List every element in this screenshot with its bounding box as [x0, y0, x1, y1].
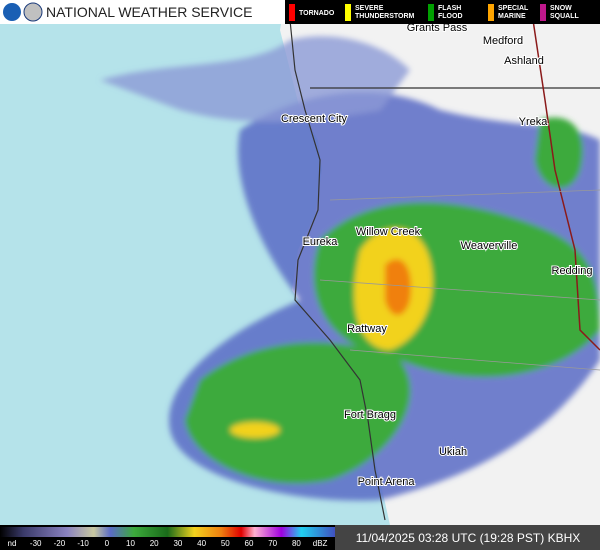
place-label: Point Arena	[358, 476, 416, 488]
warning-swatch	[289, 4, 295, 21]
scale-label: 10	[126, 539, 135, 548]
warning-label: TORNADO	[299, 10, 335, 17]
warning-swatch	[488, 4, 494, 21]
warning-legend	[285, 0, 600, 24]
scale-label: dBZ	[313, 539, 328, 548]
scale-label: 40	[197, 539, 206, 548]
radar-echoes	[100, 36, 600, 501]
place-label: Ashland	[504, 55, 544, 67]
warning-label: SPECIAL	[498, 5, 529, 12]
warning-swatch	[428, 4, 434, 21]
warning-label: THUNDERSTORM	[355, 13, 415, 20]
scale-label: 70	[268, 539, 277, 548]
warning-label: SNOW	[550, 5, 572, 12]
place-label: Crescent City	[281, 113, 348, 125]
scale-label: -20	[54, 539, 66, 548]
scale-label: 50	[221, 539, 230, 548]
dbz-scale	[0, 527, 335, 537]
scale-label: 80	[292, 539, 301, 548]
place-label: Willow Creek	[356, 226, 421, 238]
place-label: Medford	[483, 35, 523, 47]
warning-label: SQUALL	[550, 13, 580, 20]
scale-label: 60	[245, 539, 254, 548]
scale-label: nd	[8, 539, 17, 548]
place-label: Weaverville	[461, 240, 518, 252]
place-label: Ukiah	[439, 446, 467, 458]
warning-label: MARINE	[498, 13, 526, 20]
warning-label: FLOOD	[438, 13, 463, 20]
place-label: Eureka	[303, 236, 339, 248]
warning-swatch	[540, 4, 546, 21]
header-title: NATIONAL WEATHER SERVICE	[46, 4, 252, 20]
scale-label: 20	[150, 539, 159, 548]
noaa-logo	[3, 3, 21, 21]
place-label: Redding	[552, 265, 593, 277]
nws-logo	[23, 2, 43, 22]
place-label: Yreka	[519, 116, 549, 128]
place-label: Fort Bragg	[344, 409, 396, 421]
timestamp-box	[335, 525, 600, 550]
warning-label: SEVERE	[355, 5, 384, 12]
warning-swatch	[345, 4, 351, 21]
warning-label: FLASH	[438, 5, 461, 12]
place-label: Grants Pass	[407, 22, 468, 34]
scale-label: 30	[173, 539, 182, 548]
scale-label: -30	[30, 539, 42, 548]
place-label: Rattway	[347, 323, 387, 335]
scale-labels: nd -30 -20 -10 0 10 20 30 40 50 60 70 80 dBZ	[8, 539, 328, 548]
timestamp: 11/04/2025 03:28 UTC (19:28 PST) KBHX	[356, 531, 581, 545]
scale-label: -10	[77, 539, 89, 548]
place-labels: Grants Pass Medford Ashland Crescent City Yr…	[280, 21, 594, 489]
borders	[289, 0, 600, 521]
scale-label: 0	[105, 539, 110, 548]
